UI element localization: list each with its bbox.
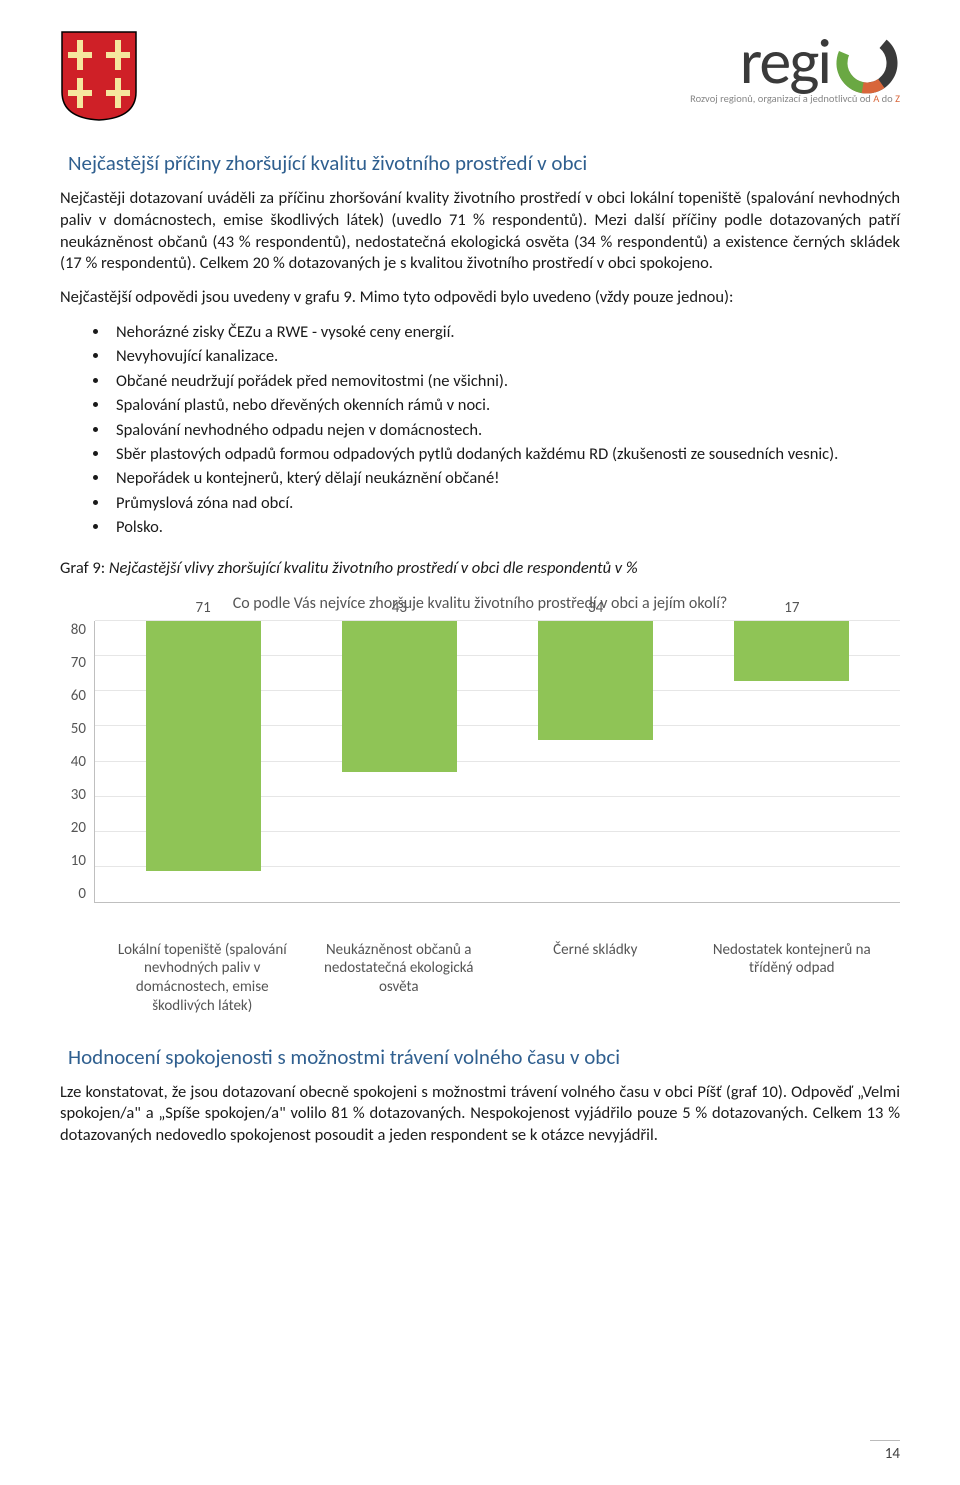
list-item: Průmyslová zóna nad obcí. — [110, 492, 900, 515]
shield-logo-icon — [60, 30, 138, 122]
list-item: Nepořádek u kontejnerů, který dělají neu… — [110, 467, 900, 490]
list-item: Nehorázné zisky ČEZu a RWE - vysoké ceny… — [110, 321, 900, 344]
y-tick-label: 60 — [71, 687, 86, 705]
bars-row: 71 43 34 17 — [95, 621, 900, 902]
bar-value-label: 34 — [538, 599, 653, 617]
x-axis-label: Nedostatek kontejnerů na tříděný odpad — [694, 941, 891, 1016]
bar-column: 43 — [301, 621, 497, 902]
y-tick-label: 20 — [71, 819, 86, 837]
bar-value-label: 71 — [146, 599, 261, 617]
header-logos: regi Rozvoj regionů, organizací a jednot… — [60, 30, 900, 122]
bar: 17 — [734, 621, 849, 681]
y-tick-label: 30 — [71, 786, 86, 804]
paragraph-3: Lze konstatovat, že jsou dotazovaní obec… — [60, 1082, 900, 1147]
x-axis-label: Černé skládky — [497, 941, 694, 1016]
regio-word: regi — [740, 34, 830, 92]
regio-logo: regi Rozvoj regionů, organizací a jednot… — [690, 30, 900, 105]
list-item: Nevyhovující kanalizace. — [110, 345, 900, 368]
section-heading-2: Hodnocení spokojenosti s možnostmi tráve… — [68, 1044, 900, 1070]
x-axis-label: Lokální topeniště (spalování nevhodných … — [104, 941, 301, 1016]
chart-caption: Graf 9: Nejčastější vlivy zhoršující kva… — [60, 558, 900, 578]
list-item: Polsko. — [110, 516, 900, 539]
paragraph-2: Nejčastější odpovědi jsou uvedeny v graf… — [60, 287, 900, 309]
bar: 34 — [538, 621, 653, 741]
paragraph-1: Nejčastěji dotazovaní uváděli za příčinu… — [60, 188, 900, 275]
regio-ring-icon — [834, 30, 900, 96]
y-tick-label: 70 — [71, 654, 86, 672]
bullet-list: Nehorázné zisky ČEZu a RWE - vysoké ceny… — [60, 321, 900, 540]
list-item: Spalování plastů, nebo dřevěných okenníc… — [110, 394, 900, 417]
bar-chart: Co podle Vás nejvíce zhoršuje kvalitu ži… — [60, 594, 900, 1016]
x-axis-labels: Lokální topeniště (spalování nevhodných … — [94, 941, 900, 1016]
y-axis: 80 70 60 50 40 30 20 10 0 — [60, 621, 94, 903]
list-item: Občané neudržují pořádek před nemovitost… — [110, 370, 900, 393]
bar-value-label: 17 — [734, 599, 849, 617]
chart-area: 80 70 60 50 40 30 20 10 0 71 43 34 17 — [60, 621, 900, 931]
y-tick-label: 80 — [71, 621, 86, 639]
bar-column: 71 — [105, 621, 301, 902]
section-heading-1: Nejčastější příčiny zhoršující kvalitu ž… — [68, 150, 900, 176]
page-number: 14 — [870, 1440, 900, 1463]
y-tick-label: 10 — [71, 852, 86, 870]
bar: 71 — [146, 621, 261, 871]
bar-value-label: 43 — [342, 599, 457, 617]
plot-area: 71 43 34 17 — [94, 621, 900, 903]
y-tick-label: 40 — [71, 753, 86, 771]
list-item: Spalování nevhodného odpadu nejen v domá… — [110, 419, 900, 442]
chart-caption-text: Nejčastější vlivy zhoršující kvalitu živ… — [109, 558, 638, 578]
bar: 43 — [342, 621, 457, 773]
chart-caption-prefix: Graf 9: — [60, 558, 109, 578]
regio-tagline: Rozvoj regionů, organizací a jednotlivců… — [690, 92, 900, 105]
bar-column: 34 — [498, 621, 694, 902]
x-axis-label: Neukázněnost občanů a nedostatečná ekolo… — [301, 941, 498, 1016]
regio-logo-text: regi — [740, 30, 900, 96]
list-item: Sběr plastových odpadů formou odpadových… — [110, 443, 900, 466]
y-tick-label: 50 — [71, 720, 86, 738]
bar-column: 17 — [694, 621, 890, 902]
y-tick-label: 0 — [78, 885, 86, 903]
